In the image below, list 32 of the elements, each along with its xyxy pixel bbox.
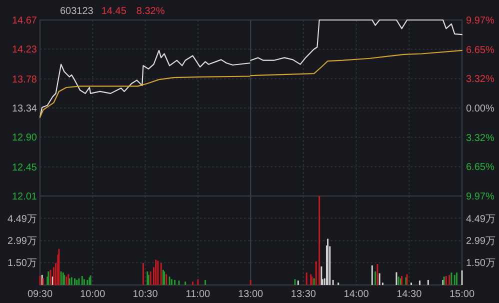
y2-tick-label: 0.00%: [466, 104, 494, 114]
x-tick-label: 14:30: [396, 289, 422, 300]
x-tick-label: 13:30: [290, 289, 316, 300]
text: 14.45: [101, 6, 127, 17]
x-tick-label: 14:00: [344, 289, 370, 300]
x-tick-label: 10:00: [80, 289, 106, 300]
y-tick-label: 12.01: [12, 192, 38, 202]
y-tick-label: 14.23: [12, 44, 38, 56]
y-tick-label: 2.99万: [466, 236, 496, 248]
y2-tick-label: 6.65%: [466, 162, 494, 174]
y2-tick-label: 9.97%: [466, 16, 494, 26]
y-tick-label: 1.50万: [8, 258, 37, 270]
x-tick-label: 09:30: [27, 289, 53, 300]
x-tick-label: 10:30: [132, 289, 158, 300]
x-tick-label: 13:00: [238, 289, 264, 300]
y-tick-label: 4.49万: [466, 214, 496, 225]
y-tick-label: 1.50万: [466, 258, 496, 270]
y2-tick-label: 3.32%: [466, 132, 494, 144]
text: 8.32%: [136, 6, 165, 17]
y-tick-label: 12.45: [12, 162, 38, 174]
y2-tick-label: 6.65%: [466, 44, 494, 56]
y-tick-label: 12.90: [12, 132, 38, 144]
y-tick-label: 2.99万: [8, 236, 37, 248]
y-tick-label: 14.67: [12, 16, 38, 26]
y-tick-label: 4.49万: [8, 214, 37, 225]
y-tick-label: 13.34: [12, 104, 38, 114]
x-tick-label: 11:00: [186, 289, 211, 300]
y2-tick-label: 9.97%: [466, 192, 494, 202]
y2-tick-label: 3.32%: [466, 74, 494, 86]
x-tick-label: 15:00: [449, 289, 475, 300]
chart-title: 603123: [60, 6, 94, 17]
y-tick-label: 13.78: [12, 74, 38, 86]
